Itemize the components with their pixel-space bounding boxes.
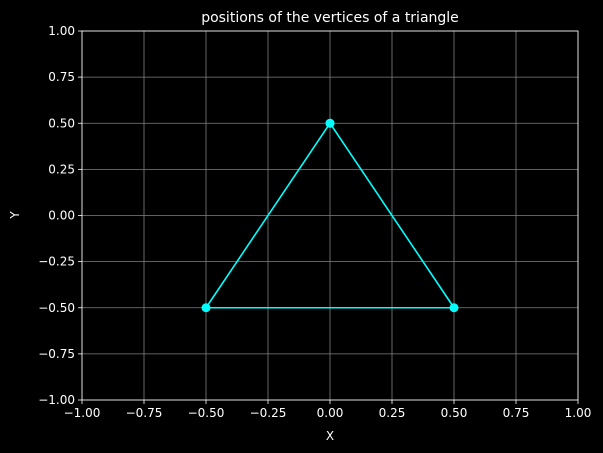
data-point — [325, 118, 335, 128]
y-tick-label: 0.00 — [48, 209, 75, 223]
x-tick-label: −0.50 — [188, 406, 225, 420]
x-axis: −1.00 −0.75 −0.50 −0.25 0.00 0.25 0.50 0.75 1.00 — [64, 400, 592, 420]
data-point — [201, 303, 211, 313]
series-layer — [201, 118, 459, 313]
x-tick-label: −1.00 — [64, 406, 101, 420]
y-tick-label: −0.75 — [38, 347, 75, 361]
y-tick-label: −0.25 — [38, 255, 75, 269]
y-tick-label: −1.00 — [38, 393, 75, 407]
y-tick-label: 0.75 — [48, 70, 75, 84]
x-tick-label: 1.00 — [565, 406, 592, 420]
x-axis-label: X — [326, 429, 334, 443]
y-tick-label: 0.25 — [48, 162, 75, 176]
x-tick-label: 0.50 — [441, 406, 468, 420]
data-point — [449, 303, 459, 313]
x-tick-label: 0.25 — [379, 406, 406, 420]
y-tick-label: 1.00 — [48, 24, 75, 38]
y-tick-label: 0.50 — [48, 116, 75, 130]
x-tick-label: 0.00 — [317, 406, 344, 420]
y-axis: −1.00 −0.75 −0.50 −0.25 0.00 0.25 0.50 0.75 1.00 — [38, 24, 82, 407]
x-tick-label: −0.25 — [250, 406, 287, 420]
y-tick-label: −0.50 — [38, 301, 75, 315]
series-line — [205, 122, 455, 309]
chart-title: positions of the vertices of a triangle — [201, 10, 459, 26]
y-axis-label: Y — [8, 211, 22, 220]
x-tick-label: 0.75 — [503, 406, 530, 420]
x-tick-label: −0.75 — [126, 406, 163, 420]
